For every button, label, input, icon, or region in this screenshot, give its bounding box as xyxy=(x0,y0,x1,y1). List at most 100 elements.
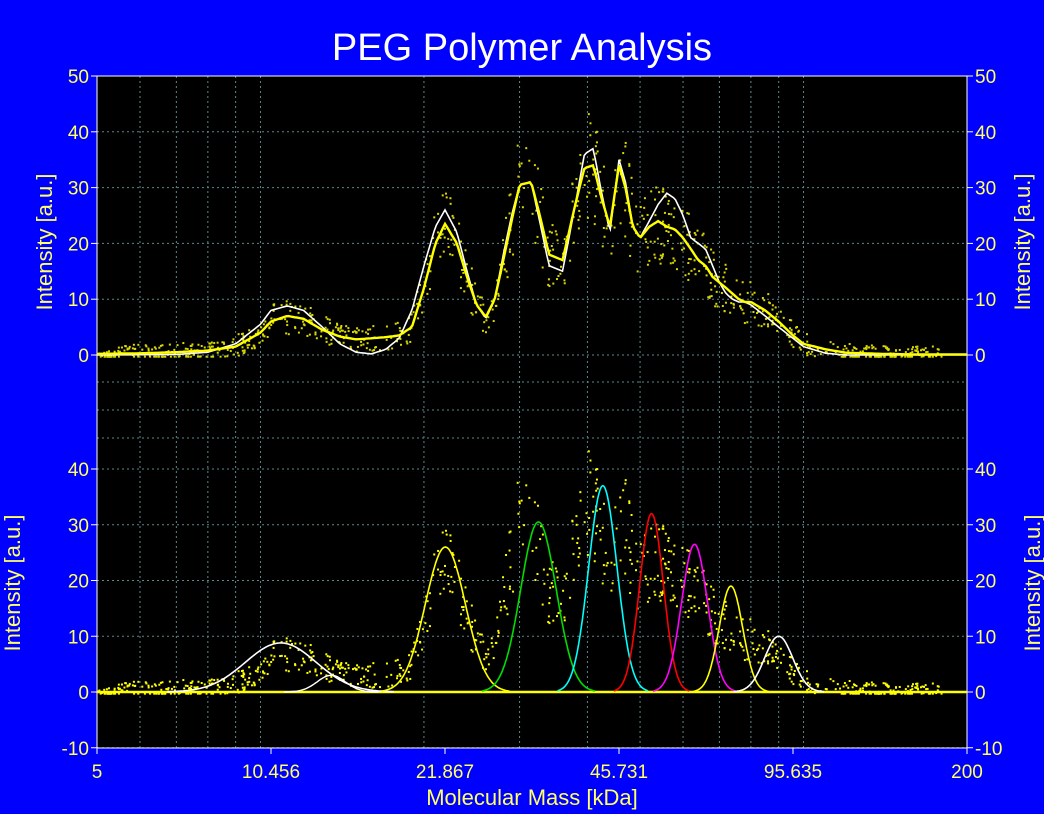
top-y-axis-label-left: Intensity [a.u.] xyxy=(32,174,57,311)
scatter-point xyxy=(337,327,340,330)
scatter-point xyxy=(555,570,558,573)
scatter-point xyxy=(518,526,521,529)
scatter-point xyxy=(232,338,235,341)
scatter-point xyxy=(586,195,589,198)
top-y-tick-label-right: 50 xyxy=(975,67,996,88)
scatter-point xyxy=(766,660,769,663)
scatter-point xyxy=(885,683,888,686)
scatter-point xyxy=(653,590,656,593)
scatter-point xyxy=(227,682,230,685)
scatter-point xyxy=(385,662,388,665)
scatter-point xyxy=(279,655,282,658)
scatter-point xyxy=(925,688,928,691)
scatter-point xyxy=(528,159,531,162)
scatter-point xyxy=(599,170,602,173)
scatter-point xyxy=(730,302,733,305)
scatter-point xyxy=(683,562,686,565)
scatter-point xyxy=(516,144,519,147)
scatter-point xyxy=(714,274,717,277)
scatter-point xyxy=(314,670,317,673)
scatter-point xyxy=(474,638,477,641)
scatter-point xyxy=(883,692,886,695)
scatter-point xyxy=(385,675,388,678)
scatter-point xyxy=(583,184,586,187)
scatter-point xyxy=(246,346,249,349)
scatter-point xyxy=(128,345,131,348)
scatter-point xyxy=(588,179,591,182)
scatter-point xyxy=(675,268,678,271)
scatter-point xyxy=(496,279,499,282)
scatter-point xyxy=(451,254,454,257)
scatter-point xyxy=(203,683,206,686)
scatter-point xyxy=(248,343,251,346)
scatter-point xyxy=(893,355,896,358)
scatter-point xyxy=(260,326,263,329)
scatter-point xyxy=(782,316,785,319)
scatter-point xyxy=(869,692,872,695)
scatter-point xyxy=(730,632,733,635)
scatter-point xyxy=(660,593,663,596)
scatter-point xyxy=(628,546,631,549)
scatter-point xyxy=(443,564,446,567)
scatter-point xyxy=(659,599,662,602)
scatter-point xyxy=(167,350,170,353)
scatter-point xyxy=(662,527,665,530)
scatter-point xyxy=(263,672,266,675)
scatter-point xyxy=(497,292,500,295)
scatter-point xyxy=(672,216,675,219)
scatter-point xyxy=(687,212,690,215)
scatter-point xyxy=(483,321,486,324)
scatter-point xyxy=(658,191,661,194)
scatter-point xyxy=(556,239,559,242)
scatter-point xyxy=(853,692,856,695)
scatter-point xyxy=(673,596,676,599)
scatter-point xyxy=(483,658,486,661)
scatter-point xyxy=(675,605,678,608)
scatter-point xyxy=(662,590,665,593)
scatter-point xyxy=(757,310,760,313)
scatter-point xyxy=(931,355,934,358)
scatter-point xyxy=(683,225,686,228)
scatter-point xyxy=(753,291,756,294)
scatter-point xyxy=(663,244,666,247)
scatter-point xyxy=(684,274,687,277)
scatter-point xyxy=(924,684,927,687)
scatter-point xyxy=(776,666,779,669)
scatter-point xyxy=(414,650,417,653)
scatter-point xyxy=(679,579,682,582)
scatter-point xyxy=(847,349,850,352)
scatter-point xyxy=(336,322,339,325)
scatter-point xyxy=(326,318,329,321)
scatter-point xyxy=(407,333,410,336)
scatter-point xyxy=(173,355,176,358)
scatter-point xyxy=(356,682,359,685)
scatter-point xyxy=(266,673,269,676)
scatter-point xyxy=(768,653,771,656)
scatter-point xyxy=(520,162,523,165)
scatter-point xyxy=(696,579,699,582)
scatter-point xyxy=(246,344,249,347)
scatter-point xyxy=(900,355,903,358)
scatter-point xyxy=(367,328,370,331)
scatter-point xyxy=(117,355,120,358)
scatter-point xyxy=(188,687,191,690)
scatter-point xyxy=(630,225,633,228)
bottom-y-axis-label-left: Intensity [a.u.] xyxy=(0,515,25,652)
scatter-point xyxy=(256,668,259,671)
scatter-point xyxy=(836,346,839,349)
scatter-point xyxy=(212,355,215,358)
scatter-point xyxy=(595,195,598,198)
scatter-point xyxy=(664,532,667,535)
scatter-point xyxy=(396,658,399,661)
scatter-point xyxy=(788,336,791,339)
scatter-point xyxy=(361,667,364,670)
scatter-point xyxy=(254,669,257,672)
scatter-point xyxy=(117,346,120,349)
scatter-point xyxy=(244,341,247,344)
scatter-point xyxy=(595,152,598,155)
scatter-point xyxy=(253,345,256,348)
scatter-point xyxy=(398,326,401,329)
scatter-point xyxy=(789,327,792,330)
scatter-point xyxy=(779,324,782,327)
scatter-point xyxy=(437,212,440,215)
